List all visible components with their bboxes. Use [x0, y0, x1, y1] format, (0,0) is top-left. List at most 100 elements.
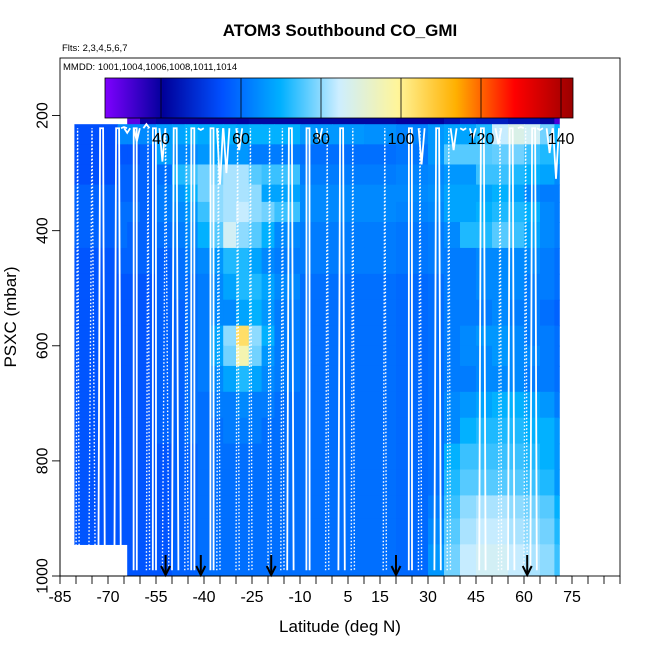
field-cell: [428, 325, 445, 347]
field-cell: [223, 325, 237, 347]
field-cell: [261, 469, 275, 497]
profile-line: [468, 127, 477, 142]
field-cell: [236, 164, 250, 186]
field-cell: [117, 247, 128, 275]
field-cell: [508, 164, 525, 186]
field-cell: [332, 184, 365, 203]
colorbar: 40 60 80 100 120 140: [104, 77, 574, 148]
profile-line: [267, 128, 272, 571]
field-cell: [554, 247, 560, 275]
field-cell: [540, 144, 555, 166]
profile-line: [151, 127, 157, 571]
profile-line: [197, 127, 205, 131]
field-cell: [428, 365, 445, 393]
field-cell: [332, 443, 365, 471]
field-cell: [428, 443, 445, 471]
field-cell: [444, 273, 461, 301]
profile-line: [324, 128, 330, 571]
field-cell: [248, 299, 263, 327]
field-cell: [74, 164, 119, 186]
field-cell: [554, 299, 560, 327]
x-tick-label: -40: [192, 589, 215, 606]
field-cell: [332, 222, 365, 249]
field-cell: [492, 495, 509, 520]
profile-line: [433, 127, 442, 571]
location-arrow-head: [265, 565, 277, 578]
profile-line: [158, 128, 167, 162]
field-cell: [554, 222, 560, 249]
field-cell: [300, 544, 333, 576]
profile-line: [350, 128, 356, 571]
field-cell: [540, 345, 555, 367]
field-cell: [223, 345, 237, 367]
field-cell: [508, 544, 525, 576]
field-cell: [156, 495, 173, 520]
field-cell: [444, 247, 461, 275]
field-cell: [236, 273, 250, 301]
field-cell: [223, 247, 237, 275]
field-cell: [444, 495, 461, 520]
field-cell: [172, 184, 186, 203]
field-cell: [554, 201, 560, 223]
field-cell: [444, 299, 461, 327]
x-tick-label: 15: [371, 589, 389, 606]
field-cell: [261, 325, 275, 347]
field-cell: [540, 299, 555, 327]
field-cell: [236, 345, 250, 367]
field-cell: [428, 391, 445, 419]
field-cell: [236, 495, 250, 520]
field-cell: [223, 184, 237, 203]
field-cell: [492, 544, 509, 576]
field-cell: [74, 469, 119, 497]
field-cell: [74, 273, 119, 301]
profile-line: [315, 128, 324, 142]
profile-line: [120, 126, 128, 130]
field-cell: [274, 164, 301, 186]
field-cell: [300, 443, 333, 471]
field-cell: [492, 391, 509, 419]
field-cell: [74, 124, 119, 145]
field-cell: [300, 518, 333, 545]
field-cell: [460, 325, 477, 347]
field-cell: [332, 345, 365, 367]
profile-line: [216, 128, 221, 571]
field-cell: [492, 469, 509, 497]
field-cell: [364, 201, 397, 223]
field-cell: [364, 144, 397, 166]
field-cell: [197, 247, 211, 275]
field-cell: [540, 273, 555, 301]
field-cell: [364, 391, 397, 419]
field-cell: [508, 443, 525, 471]
field-cell: [172, 164, 186, 186]
field-cell: [364, 495, 397, 520]
field-cell: [117, 184, 128, 203]
field-cell: [508, 184, 525, 203]
x-tick-label: 75: [563, 589, 581, 606]
field-cell: [554, 495, 560, 520]
field-cell: [248, 443, 263, 471]
field-cell: [117, 201, 128, 223]
field-cell: [428, 417, 445, 445]
field-cell: [197, 144, 211, 166]
field-cell: [540, 495, 555, 520]
field-cell: [332, 273, 365, 301]
field-cell: [74, 222, 119, 249]
field-cell: [156, 273, 173, 301]
profile-line: [417, 128, 426, 165]
field-cell: [117, 164, 128, 186]
field-cell: [74, 299, 119, 327]
field-cell: [300, 164, 333, 186]
field-cell: [74, 417, 119, 445]
field-cell: [540, 365, 555, 393]
x-tick-label: 30: [419, 589, 437, 606]
field-cell: [554, 544, 560, 576]
field-cell: [248, 201, 263, 223]
y-axis-label: PSXC (mbar): [1, 266, 20, 367]
field-cell: [156, 184, 173, 203]
field-cell: [236, 184, 250, 203]
field-cell: [117, 325, 128, 347]
profile-line: [459, 127, 467, 131]
field-cell: [197, 495, 211, 520]
field-cell: [140, 495, 157, 520]
x-tick-label: 45: [467, 589, 485, 606]
